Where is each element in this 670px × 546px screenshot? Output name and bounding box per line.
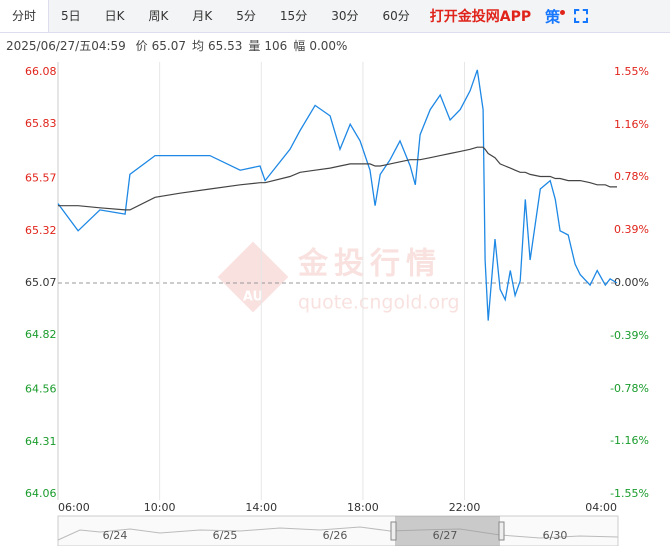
datetime: 2025/06/27/五04:59: [6, 39, 126, 53]
x-tick-label: 10:00: [144, 501, 176, 514]
expand-button[interactable]: [574, 9, 589, 23]
y-tick-label: 65.32: [25, 224, 57, 237]
y-tick-label: 66.08: [25, 65, 57, 78]
series-line: [57, 69, 618, 321]
navigator-line: [57, 526, 619, 541]
info-value: 0.00%: [309, 39, 348, 53]
info-value: 106: [264, 39, 288, 53]
tab[interactable]: 5日: [61, 9, 81, 23]
navigator-date: 6/27: [433, 529, 458, 542]
tab[interactable]: 周K: [148, 9, 169, 23]
info-label: 量: [248, 39, 261, 53]
tab[interactable]: 60分: [382, 9, 410, 23]
tab-bar: 分时 5日 日K 周K 月K 5分 15分 30分 60分 打开金投网APP 策: [0, 0, 670, 33]
app-link[interactable]: 打开金投网APP: [429, 9, 532, 25]
y-tick-label: 64.06: [25, 487, 57, 500]
info-label: 幅: [293, 39, 306, 53]
x-tick-label: 06:00: [58, 501, 90, 514]
navigator-date: 6/26: [323, 529, 348, 542]
y2-tick-label: 1.16%: [614, 118, 649, 131]
y-tick-label: 65.07: [25, 276, 57, 289]
tab[interactable]: 15分: [279, 9, 308, 23]
navigator-date: 6/25: [213, 529, 238, 542]
watermark: AU 金投行情 quote.cngold.org: [217, 241, 460, 314]
info-value: 65.07: [151, 39, 186, 53]
x-tick-label: 22:00: [449, 501, 481, 514]
y2-tick-label: -0.78%: [610, 382, 649, 395]
navigator: 6/24 6/25 6/26 6/27 6/30: [57, 515, 619, 546]
y2-tick-label: 0.00%: [614, 276, 649, 289]
info-line: 2025/06/27/五04:59 价 65.07 均 65.53 量 106 幅 0.00%: [6, 37, 353, 54]
navigator-date: 6/30: [543, 529, 568, 542]
navigator-date: 6/24: [103, 529, 128, 542]
y-tick-label: 65.57: [25, 172, 57, 185]
watermark-url: quote.cngold.org: [298, 292, 460, 314]
navigator-handle[interactable]: [390, 521, 397, 541]
tab[interactable]: 月K: [192, 9, 213, 23]
series-line: [58, 146, 617, 211]
x-tick-label: 18:00: [347, 501, 379, 514]
y2-tick-label: 0.39%: [614, 223, 649, 236]
info-value: 65.53: [208, 39, 243, 53]
tab[interactable]: 30分: [331, 9, 359, 23]
strategy-button[interactable]: 策: [545, 7, 566, 26]
info-label: 均: [192, 39, 205, 53]
x-tick-label: 04:00: [585, 501, 617, 514]
y-tick-label: 64.56: [25, 383, 57, 396]
navigator-selection[interactable]: [395, 516, 500, 546]
info-label: 价: [135, 39, 148, 53]
y2-tick-label: 1.55%: [614, 65, 649, 78]
navigator-frame: [57, 515, 619, 546]
y2-tick-label: -1.16%: [610, 434, 649, 447]
navigator-handle[interactable]: [498, 521, 505, 541]
y-tick-label: 65.83: [25, 117, 57, 130]
watermark-logo: [217, 241, 289, 313]
y-tick-label: 64.31: [25, 435, 57, 448]
x-tick-label: 14:00: [245, 501, 277, 514]
y2-tick-label: -0.39%: [610, 329, 649, 342]
tab[interactable]: 日K: [104, 9, 125, 23]
watermark-logo-text: AU: [243, 290, 263, 305]
watermark-title: 金投行情: [297, 247, 442, 282]
y2-tick-label: -1.55%: [610, 487, 649, 500]
y-tick-label: 64.82: [25, 328, 57, 341]
tab[interactable]: 分时: [0, 0, 50, 32]
y2-tick-label: 0.78%: [614, 170, 649, 183]
tab[interactable]: 5分: [236, 9, 256, 23]
